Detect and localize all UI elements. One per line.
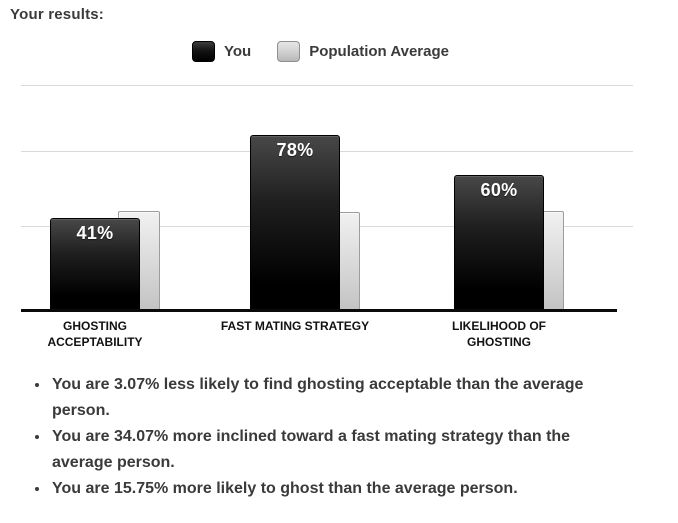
result-bullet: You are 3.07% less likely to find ghosti… [50,372,616,424]
you-bar: 60% [454,175,544,311]
bar-value-label: 78% [276,139,314,160]
category-label: LIKELIHOOD OF GHOSTING [452,319,546,349]
population-average-legend-label: Population Average [309,43,449,60]
result-bullet: You are 15.75% more likely to ghost than… [50,476,616,502]
bar-chart: 41% 78% 60% GHOSTING ACCEPTABILITY FAST MAT… [21,85,633,349]
results-list: You are 3.07% less likely to find ghosti… [32,372,616,502]
population-average-swatch-icon [277,41,301,62]
page-title: Your results: [10,6,105,23]
chart-legend: You Population Average [192,41,449,62]
result-bullet: You are 34.07% more inclined toward a fa… [50,424,616,476]
you-bar: 41% [50,218,140,311]
bar-value-label: 60% [480,180,518,201]
category-label: GHOSTING ACCEPTABILITY [47,319,143,349]
bar-value-label: 41% [76,223,114,244]
x-axis-line [21,309,617,312]
you-swatch-icon [192,41,215,62]
category-label: FAST MATING STRATEGY [220,319,370,333]
you-bar: 78% [250,134,340,311]
you-legend-label: You [224,43,252,60]
gridline [21,85,633,86]
